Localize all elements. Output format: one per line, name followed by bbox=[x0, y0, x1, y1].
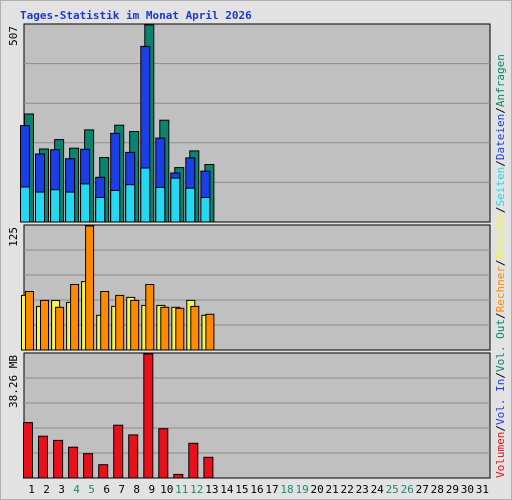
bar-traffic-volumen-day-8 bbox=[128, 434, 139, 479]
x-tick-label-day-29: 29 bbox=[446, 483, 459, 496]
x-tick-label-day-17: 17 bbox=[265, 483, 278, 496]
bar-visits-rechner-day-1 bbox=[25, 291, 34, 351]
bar-requests-seiten-day-2 bbox=[35, 191, 45, 223]
legend: Volumen/Vol. In/Vol. Out/Rechner/Besuche… bbox=[494, 54, 507, 478]
x-tick-label-day-21: 21 bbox=[325, 483, 338, 496]
bar-traffic-volumen-day-5 bbox=[83, 453, 94, 479]
bar-requests-seiten-day-4 bbox=[65, 191, 76, 223]
legend-item-besuche: Besuche bbox=[494, 213, 507, 259]
bar-traffic-volumen-day-12 bbox=[188, 442, 199, 479]
y-max-label-requests: 507 bbox=[7, 26, 20, 46]
bar-visits-rechner-day-8 bbox=[130, 299, 140, 351]
x-tick-label-day-27: 27 bbox=[416, 483, 429, 496]
bar-visits-rechner-day-6 bbox=[100, 291, 110, 351]
x-tick-label-day-8: 8 bbox=[133, 483, 140, 496]
bar-requests-seiten-day-6 bbox=[95, 197, 106, 223]
chart-title: Tages-Statistik im Monat April 2026 bbox=[20, 9, 252, 22]
bar-visits-rechner-day-2 bbox=[40, 299, 49, 351]
x-tick-label-day-28: 28 bbox=[431, 483, 444, 496]
legend-separator: / bbox=[494, 107, 507, 114]
bar-visits-rechner-day-9 bbox=[145, 284, 155, 351]
bar-requests-seiten-day-3 bbox=[50, 189, 61, 223]
legend-item-dateien: Dateien bbox=[494, 114, 507, 160]
x-tick-label-day-30: 30 bbox=[461, 483, 474, 496]
y-max-label-traffic: 38.26 MB bbox=[7, 355, 20, 408]
bar-traffic-volumen-day-4 bbox=[68, 446, 79, 479]
bar-traffic-volumen-day-13 bbox=[203, 456, 214, 479]
x-tick-label-day-10: 10 bbox=[160, 483, 173, 496]
bar-traffic-volumen-day-2 bbox=[38, 435, 48, 479]
legend-item-seiten: Seiten bbox=[494, 167, 507, 207]
x-tick-label-day-2: 2 bbox=[43, 483, 50, 496]
bar-visits-rechner-day-3 bbox=[55, 306, 65, 351]
bar-traffic-volumen-day-9 bbox=[143, 353, 154, 479]
legend-item-rechner: Rechner bbox=[494, 266, 507, 313]
bar-visits-rechner-day-11 bbox=[175, 307, 185, 351]
x-tick-label-day-11: 11 bbox=[175, 483, 188, 496]
bar-requests-seiten-day-9 bbox=[140, 167, 151, 223]
bar-requests-seiten-day-8 bbox=[125, 184, 136, 223]
x-tick-label-day-26: 26 bbox=[401, 483, 414, 496]
bar-traffic-volumen-day-11 bbox=[173, 473, 184, 479]
legend-item-anfragen: Anfragen bbox=[494, 54, 507, 107]
bar-visits-rechner-day-5 bbox=[85, 225, 95, 351]
bar-requests-seiten-day-13 bbox=[200, 197, 211, 223]
legend-separator: / bbox=[494, 160, 507, 167]
bar-requests-seiten-day-10 bbox=[155, 186, 166, 223]
bar-visits-rechner-day-10 bbox=[160, 306, 170, 351]
legend-separator: / bbox=[494, 372, 507, 379]
x-tick-label-day-5: 5 bbox=[88, 483, 95, 496]
x-tick-label-day-13: 13 bbox=[205, 483, 218, 496]
x-tick-label-day-25: 25 bbox=[386, 483, 399, 496]
bar-requests-seiten-day-1 bbox=[20, 186, 30, 223]
x-tick-label-day-7: 7 bbox=[118, 483, 125, 496]
x-tick-label-day-16: 16 bbox=[250, 483, 263, 496]
x-tick-label-day-6: 6 bbox=[103, 483, 110, 496]
x-tick-label-day-22: 22 bbox=[340, 483, 353, 496]
x-tick-label-day-1: 1 bbox=[28, 483, 35, 496]
x-tick-label-day-20: 20 bbox=[310, 483, 323, 496]
bar-traffic-volumen-day-7 bbox=[113, 424, 124, 479]
x-tick-label-day-4: 4 bbox=[73, 483, 80, 496]
x-tick-label-day-15: 15 bbox=[235, 483, 248, 496]
legend-item-vol-out: Vol. Out bbox=[494, 319, 507, 372]
bar-visits-rechner-day-4 bbox=[70, 284, 80, 351]
bar-visits-rechner-day-7 bbox=[115, 294, 125, 351]
bar-visits-rechner-day-13 bbox=[205, 313, 215, 351]
legend-separator: / bbox=[494, 259, 507, 266]
x-tick-label-day-14: 14 bbox=[220, 483, 234, 496]
bar-requests-seiten-day-5 bbox=[80, 183, 91, 223]
legend-separator: / bbox=[494, 312, 507, 319]
y-max-label-visits: 125 bbox=[7, 227, 20, 247]
legend-item-volumen: Volumen bbox=[494, 432, 507, 478]
x-tick-label-day-31: 31 bbox=[476, 483, 489, 496]
bar-traffic-volumen-day-10 bbox=[158, 428, 169, 479]
legend-separator: / bbox=[494, 206, 507, 213]
x-tick-label-day-19: 19 bbox=[295, 483, 308, 496]
bar-requests-seiten-day-12 bbox=[185, 187, 196, 223]
bar-requests-seiten-day-11 bbox=[170, 177, 181, 223]
x-tick-label-day-23: 23 bbox=[356, 483, 369, 496]
x-tick-label-day-3: 3 bbox=[58, 483, 65, 496]
bar-traffic-volumen-day-3 bbox=[53, 439, 64, 479]
x-tick-label-day-9: 9 bbox=[148, 483, 155, 496]
bar-visits-rechner-day-12 bbox=[190, 305, 200, 351]
x-tick-label-day-18: 18 bbox=[280, 483, 293, 496]
x-tick-label-day-24: 24 bbox=[371, 483, 385, 496]
bar-requests-seiten-day-7 bbox=[110, 190, 121, 223]
legend-item-vol-in: Vol. In bbox=[494, 379, 507, 425]
bar-traffic-volumen-day-1 bbox=[23, 422, 33, 479]
legend-separator: / bbox=[494, 425, 507, 432]
plot-area-traffic bbox=[23, 352, 491, 479]
bar-traffic-volumen-day-6 bbox=[98, 464, 109, 479]
x-tick-label-day-12: 12 bbox=[190, 483, 203, 496]
